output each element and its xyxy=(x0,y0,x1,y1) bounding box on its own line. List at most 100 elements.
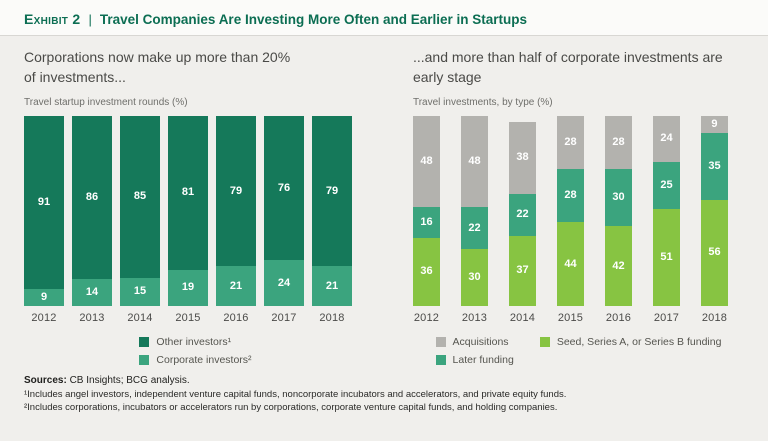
sources-text: CB Insights; BCG analysis. xyxy=(66,375,190,386)
bar-segment: 22 xyxy=(460,207,488,249)
bar-value-label: 9 xyxy=(40,290,48,303)
bar-segment: 28 xyxy=(556,116,584,170)
legend-swatch xyxy=(435,336,446,347)
bar-value-label: 22 xyxy=(468,221,481,234)
stacked-bar: 9 35 56 xyxy=(700,116,728,306)
bar-column: 76 24 2017 xyxy=(264,116,304,324)
bar-column: 79 21 2018 xyxy=(312,116,352,324)
legend-label: Corporate investors² xyxy=(156,354,252,366)
x-axis-label: 2016 xyxy=(605,311,632,324)
bar-segment: 21 xyxy=(312,266,352,306)
bar-value-label: 48 xyxy=(420,155,433,168)
bar-column: 85 15 2014 xyxy=(120,116,160,324)
bar-column: 79 21 2016 xyxy=(216,116,256,324)
bar-segment: 28 xyxy=(556,169,584,223)
bar-value-label: 35 xyxy=(708,159,721,172)
stacked-bar: 79 21 xyxy=(216,116,256,306)
exhibit-label: Exhibit 2 xyxy=(24,11,81,27)
bar-segment: 44 xyxy=(556,222,584,306)
stacked-bar: 28 28 44 xyxy=(556,116,584,306)
right-chart-legend: Acquisitions Later funding Seed, Series A,… xyxy=(413,336,744,366)
bar-segment: 79 xyxy=(312,116,352,267)
bar-value-label: 28 xyxy=(564,136,577,149)
bar-segment: 30 xyxy=(460,248,488,306)
legend-label: Seed, Series A, or Series B funding xyxy=(556,335,722,348)
bar-segment: 85 xyxy=(120,116,160,278)
bar-segment: 79 xyxy=(216,116,256,267)
bar-column: 24 25 51 2017 xyxy=(652,116,680,324)
legend-column: Acquisitions Later funding xyxy=(435,335,514,366)
x-axis-label: 2014 xyxy=(127,312,153,324)
footer: Sources: CB Insights; BCG analysis. ¹Inc… xyxy=(0,366,768,420)
bar-value-label: 24 xyxy=(277,276,291,289)
stacked-bar: 24 25 51 xyxy=(652,116,680,306)
legend-item: Other investors¹ xyxy=(139,336,231,348)
bar-segment: 38 xyxy=(508,121,536,194)
bar-value-label: 30 xyxy=(468,270,481,283)
bar-value-label: 44 xyxy=(564,257,577,270)
bar-segment: 24 xyxy=(264,260,304,306)
bar-segment: 81 xyxy=(168,116,208,270)
x-axis-label: 2018 xyxy=(701,311,728,324)
stacked-bar: 91 9 xyxy=(24,116,64,306)
bar-value-label: 25 xyxy=(660,178,673,191)
bar-segment: 28 xyxy=(604,116,632,170)
x-axis-label: 2012 xyxy=(31,312,57,324)
bar-value-label: 91 xyxy=(37,195,51,208)
bar-value-label: 51 xyxy=(660,251,673,264)
sources-line: Sources: CB Insights; BCG analysis. xyxy=(24,375,744,386)
legend-label: Acquisitions xyxy=(452,335,509,348)
bar-segment: 14 xyxy=(72,279,112,306)
stacked-bar: 86 14 xyxy=(72,116,112,306)
x-axis-label: 2015 xyxy=(557,311,584,324)
page-title: Travel Companies Are Investing More Ofte… xyxy=(99,12,527,27)
legend-item: Later funding xyxy=(435,353,514,366)
legend-label: Later funding xyxy=(452,353,514,366)
stacked-bar: 81 19 xyxy=(168,116,208,306)
x-axis-label: 2012 xyxy=(413,311,440,324)
stacked-bar: 48 22 30 xyxy=(460,116,488,306)
bar-segment: 21 xyxy=(216,266,256,306)
bar-value-label: 15 xyxy=(133,285,147,298)
bar-segment: 51 xyxy=(652,209,680,306)
bar-segment: 91 xyxy=(24,116,64,289)
bar-value-label: 24 xyxy=(660,132,673,145)
bar-value-label: 38 xyxy=(516,151,529,164)
sources-label: Sources: xyxy=(24,375,67,386)
bar-segment: 48 xyxy=(412,116,440,208)
bar-segment: 36 xyxy=(412,237,440,306)
bar-value-label: 76 xyxy=(277,181,291,194)
bar-value-label: 19 xyxy=(181,281,195,294)
bar-value-label: 21 xyxy=(229,279,243,292)
stacked-bar: 48 16 36 xyxy=(412,116,440,306)
stacked-bar: 76 24 xyxy=(264,116,304,306)
bar-value-label: 56 xyxy=(708,246,721,259)
bar-column: 9 35 56 2018 xyxy=(700,116,728,324)
bar-segment: 9 xyxy=(24,288,64,306)
bar-value-label: 86 xyxy=(85,191,99,204)
bar-column: 86 14 2013 xyxy=(72,116,112,324)
bar-column: 81 19 2015 xyxy=(168,116,208,324)
bar-value-label: 9 xyxy=(711,118,718,131)
x-axis-label: 2013 xyxy=(79,312,105,324)
stacked-bar: 28 30 42 xyxy=(604,116,632,306)
legend-swatch xyxy=(435,354,446,365)
legend-swatch xyxy=(539,336,550,347)
bar-value-label: 37 xyxy=(516,264,529,277)
legend-item: Seed, Series A, or Series B funding xyxy=(539,335,722,348)
x-axis-label: 2018 xyxy=(319,312,345,324)
left-chart-section: Corporations now make up more than 20% o… xyxy=(24,48,367,366)
bar-column: 38 22 37 2014 xyxy=(508,121,536,324)
bar-segment: 19 xyxy=(168,269,208,306)
right-chart-heading: ...and more than half of corporate inves… xyxy=(412,49,723,85)
bar-value-label: 22 xyxy=(516,208,529,221)
bar-segment: 16 xyxy=(412,207,440,238)
left-chart-axis-label: Travel startup investment rounds (%) xyxy=(24,97,188,108)
bar-segment: 56 xyxy=(700,199,728,306)
legend-column: Other investors¹ Corporate investors² xyxy=(139,336,252,366)
bar-segment: 42 xyxy=(604,226,632,306)
right-chart-plot: 48 16 36 2012 48 22 30 2013 38 22 37 2014 28 28 44 2015… xyxy=(412,116,744,324)
bar-segment: 48 xyxy=(460,116,488,208)
bar-segment: 30 xyxy=(604,169,632,227)
bar-column: 48 22 30 2013 xyxy=(460,116,488,324)
